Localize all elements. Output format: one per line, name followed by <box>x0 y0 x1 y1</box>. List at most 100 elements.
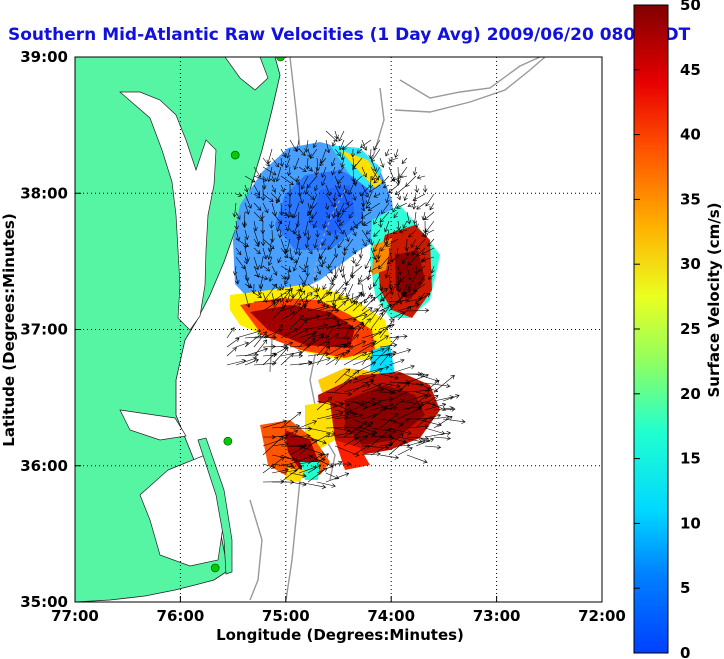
velocity-arrow <box>424 379 440 393</box>
velocity-arrow <box>319 157 327 167</box>
velocity-arrow <box>280 287 293 303</box>
velocity-arrow <box>343 313 368 321</box>
velocity-arrow <box>325 320 340 339</box>
velocity-arrow <box>322 256 327 265</box>
velocity-arrow <box>361 451 381 457</box>
velocity-arrow <box>244 292 251 308</box>
velocity-arrow <box>331 292 336 306</box>
velocity-arrow <box>442 406 456 412</box>
velocity-arrow <box>397 400 425 407</box>
velocity-arrow <box>325 139 331 154</box>
velocity-arrow <box>235 192 243 198</box>
velocity-arrow <box>351 256 356 264</box>
velocity-arrow <box>298 333 315 348</box>
velocity-arrow <box>427 274 435 280</box>
velocity-arrow <box>361 383 382 393</box>
velocity-arrow <box>309 193 318 210</box>
velocity-arrow <box>367 202 381 211</box>
velocity-arrow <box>340 148 345 161</box>
velocity-arrow <box>379 323 395 330</box>
velocity-arrow <box>337 202 345 216</box>
velocity-arrow <box>360 211 372 219</box>
colorbar-tick-label: 20 <box>680 385 701 403</box>
colorbar-tick-label: 40 <box>680 126 701 144</box>
velocity-arrow <box>285 292 291 304</box>
colorbar-tick-label: 45 <box>680 61 701 79</box>
velocity-arrow <box>381 175 390 184</box>
colorbar-tick-label: 10 <box>680 514 701 532</box>
velocity-arrow <box>402 220 408 229</box>
velocity-arrow <box>334 175 341 189</box>
velocity-arrow <box>388 391 408 402</box>
velocity-arrow <box>253 238 260 248</box>
velocity-arrow <box>407 274 417 290</box>
velocity-arrow <box>397 292 403 305</box>
velocity-arrow <box>235 238 249 247</box>
velocity-arrow <box>370 402 394 411</box>
velocity-arrow <box>361 400 382 411</box>
velocity-arrow <box>280 352 294 366</box>
velocity-arrow <box>307 211 314 219</box>
velocity-arrow <box>312 220 318 229</box>
velocity-arrow <box>313 274 319 282</box>
velocity-arrow <box>334 427 351 433</box>
velocity-arrow <box>361 365 390 375</box>
velocity-arrow <box>253 292 262 298</box>
velocity-arrow <box>421 229 435 237</box>
velocity-arrow <box>352 193 357 201</box>
velocity-arrow <box>373 193 381 198</box>
velocity-arrow <box>325 461 352 467</box>
colorbar: 0 5 10 15 20 25 30 35 40 45 50 Surface Velocity (c… <box>633 0 723 659</box>
velocity-arrow <box>260 184 266 202</box>
velocity-arrow <box>325 193 335 208</box>
velocity-arrow <box>343 421 368 438</box>
velocity-arrow <box>298 360 313 366</box>
velocity-arrow <box>315 157 321 172</box>
velocity-arrow <box>396 193 402 201</box>
velocity-arrow <box>302 274 309 288</box>
velocity-arrow <box>397 288 411 303</box>
y-axis-label: Latitude (Degrees:Minutes) <box>0 213 18 446</box>
velocity-arrow <box>262 265 271 272</box>
velocity-arrow <box>370 247 377 261</box>
velocity-arrow <box>361 296 376 312</box>
velocity-arrow <box>415 418 427 429</box>
velocity-arrow <box>244 175 256 183</box>
x-axis-label: Longitude (Degrees:Minutes) <box>216 626 464 644</box>
map-plot-area <box>75 57 602 602</box>
velocity-arrow <box>433 435 451 441</box>
velocity-arrow <box>388 364 415 375</box>
velocity-arrow <box>397 265 402 276</box>
velocity-arrow <box>349 220 363 231</box>
velocity-arrow <box>358 247 364 259</box>
velocity-arrow <box>289 328 309 339</box>
velocity-arrow <box>361 294 374 303</box>
velocity-arrow <box>343 193 350 206</box>
velocity-arrow <box>244 193 252 209</box>
velocity-arrow <box>379 303 392 321</box>
velocity-arrow <box>337 175 345 185</box>
chart-title: Southern Mid-Atlantic Raw Velocities (1 … <box>8 25 691 45</box>
velocity-arrow <box>262 352 276 366</box>
velocity-arrow <box>332 211 337 219</box>
velocity-arrow <box>267 256 273 266</box>
velocity-arrow <box>388 358 405 366</box>
velocity-arrow <box>253 202 262 211</box>
velocity-arrow <box>280 211 289 216</box>
velocity-arrow <box>397 447 413 456</box>
velocity-arrow <box>298 439 318 456</box>
velocity-arrow <box>396 220 402 231</box>
velocity-arrow <box>406 388 431 393</box>
velocity-arrow <box>415 436 431 443</box>
velocity-arrow <box>316 265 322 275</box>
velocity-arrow <box>234 274 240 285</box>
velocity-arrow <box>379 352 391 366</box>
velocity-arrow <box>280 341 294 348</box>
velocity-arrow <box>379 318 395 339</box>
velocity-arrow <box>397 418 409 429</box>
velocity-arrow <box>307 427 336 436</box>
velocity-arrow <box>424 402 447 411</box>
velocity-arrow <box>280 302 302 312</box>
velocity-arrow <box>330 157 336 167</box>
velocity-arrow <box>406 373 429 384</box>
